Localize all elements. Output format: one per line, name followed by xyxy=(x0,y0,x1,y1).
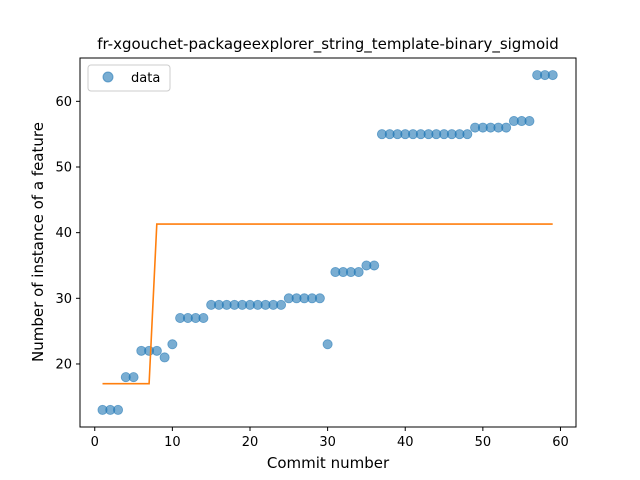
x-tick-label: 10 xyxy=(164,435,181,450)
x-tick-label: 0 xyxy=(91,435,99,450)
y-tick-label: 30 xyxy=(55,292,72,307)
legend-marker xyxy=(102,71,114,83)
data-point xyxy=(128,372,139,383)
legend-label: data xyxy=(131,71,160,86)
y-tick-label: 50 xyxy=(55,160,72,175)
chart-title: fr-xgouchet-packageexplorer_string_templ… xyxy=(97,35,559,54)
data-point xyxy=(198,313,209,324)
x-tick-label: 30 xyxy=(319,435,336,450)
x-axis: 0 10 20 30 40 50 60 xyxy=(91,427,569,450)
plot-area xyxy=(97,70,558,415)
data-point xyxy=(151,345,162,356)
y-tick-label: 20 xyxy=(55,357,72,372)
data-point xyxy=(369,260,380,271)
legend: data xyxy=(87,64,171,92)
x-tick-label: 20 xyxy=(242,435,259,450)
y-tick-label: 40 xyxy=(55,226,72,241)
data-point xyxy=(322,339,333,350)
data-point xyxy=(113,404,124,415)
data-point xyxy=(547,70,558,81)
y-axis-label: Number of instance of a feature xyxy=(29,122,47,362)
fit-line xyxy=(102,223,553,385)
y-axis: 20 30 40 50 60 xyxy=(55,95,80,372)
data-point xyxy=(167,339,178,350)
x-tick-label: 40 xyxy=(397,435,414,450)
y-tick-label: 60 xyxy=(55,95,72,110)
data-point xyxy=(462,129,473,140)
data-point xyxy=(524,116,535,127)
data-point xyxy=(501,122,512,133)
x-axis-label: Commit number xyxy=(267,454,390,472)
legend-box xyxy=(87,64,171,92)
data-point xyxy=(314,293,325,304)
data-point xyxy=(159,352,170,363)
data-point xyxy=(276,299,287,310)
data-point xyxy=(353,267,364,278)
x-tick-label: 50 xyxy=(475,435,492,450)
x-tick-label: 60 xyxy=(552,435,569,450)
